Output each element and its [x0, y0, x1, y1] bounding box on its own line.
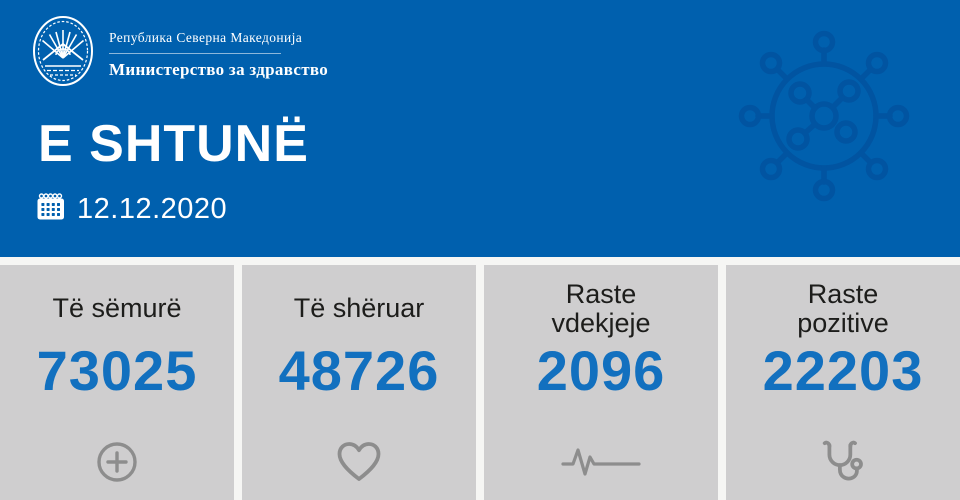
stat-label: Të shëruar [293, 293, 425, 324]
stat-card-sick: Të sëmurë 73025 [0, 265, 234, 500]
stat-label: Raste pozitive [797, 278, 889, 338]
day-title: E SHTUNË [38, 115, 309, 173]
plus-circle-icon [95, 438, 139, 486]
north-macedonia-coat-of-arms-icon [30, 14, 96, 93]
banner: Република Северна Македонија Министерств… [0, 0, 960, 257]
republic-name: Република Северна Македонија [109, 30, 303, 45]
stats-row: Të sëmurë 73025 Të shëruar 48726 Raste v… [0, 265, 960, 500]
stat-card-recovered: Të shëruar 48726 [242, 265, 476, 500]
coronavirus-icon [732, 20, 922, 213]
stat-card-positive: Raste pozitive 22203 [726, 265, 960, 500]
date-text: 12.12.2020 [77, 193, 228, 225]
ministry-name: Министерство за здравство [109, 60, 329, 79]
stat-label: Të sëmurë [52, 293, 182, 324]
stat-card-deaths: Raste vdekjeje 2096 [484, 265, 718, 500]
stat-value: 22203 [762, 339, 924, 402]
stat-value: 2096 [536, 339, 666, 402]
stat-value: 48726 [278, 339, 440, 402]
calendar-icon [36, 192, 66, 227]
stat-label: Raste vdekjeje [551, 278, 651, 338]
stat-value: 73025 [36, 339, 198, 402]
government-titles: Република Северна Македонија Министерств… [109, 14, 328, 80]
stethoscope-icon [819, 438, 867, 486]
heart-icon [336, 438, 382, 486]
date-row: 12.12.2020 [36, 192, 227, 227]
header-divider [109, 53, 281, 54]
government-header: Република Северна Македонија Министерств… [30, 14, 328, 93]
pulse-flatline-icon [561, 438, 641, 486]
